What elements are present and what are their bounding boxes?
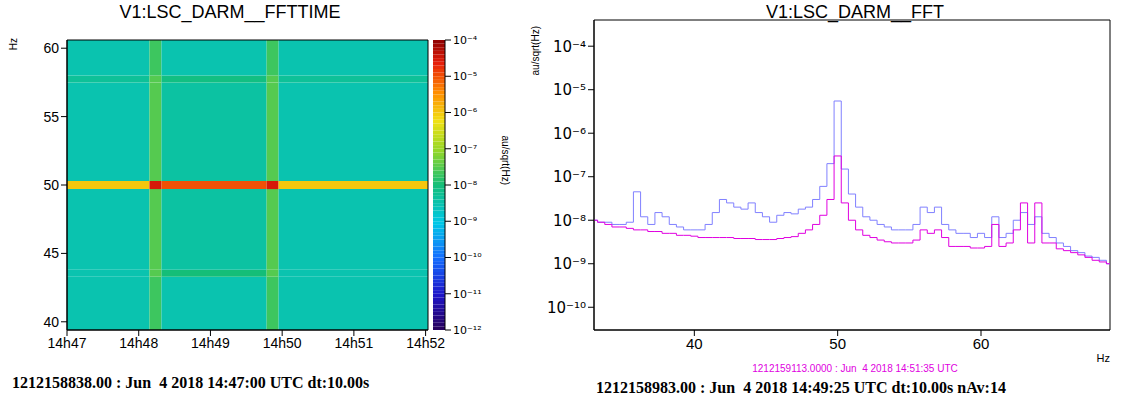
svg-text:10⁻⁸: 10⁻⁸ — [453, 179, 478, 192]
html-text:V1:LSC_DARM__FFT: V1:LSC_DARM__FFT — [766, 2, 944, 22]
svg-text:14h49: 14h49 — [191, 335, 230, 351]
svg-text:10⁻⁸: 10⁻⁸ — [553, 212, 586, 230]
svg-text:40: 40 — [43, 314, 59, 330]
html-text:V1:LSC_DARM__FFTTIME: V1:LSC_DARM__FFTTIME — [119, 2, 341, 22]
html-text:1212158983.00 : Jun 4 2018 14:: 1212158983.00 : Jun 4 2018 14:49:25 UTC … — [596, 379, 1006, 396]
svg-text:10⁻⁵: 10⁻⁵ — [553, 81, 586, 99]
svg-text:au/sqrt(Hz): au/sqrt(Hz) — [500, 136, 511, 185]
svg-text:10⁻⁶: 10⁻⁶ — [453, 106, 478, 119]
svg-text:14h47: 14h47 — [48, 335, 87, 351]
svg-text:10⁻⁶: 10⁻⁶ — [553, 125, 586, 143]
svg-text:10⁻⁷: 10⁻⁷ — [553, 168, 586, 186]
svg-text:10⁻⁹: 10⁻⁹ — [553, 255, 586, 273]
svg-text:45: 45 — [43, 245, 59, 261]
svg-text:Hz: Hz — [1097, 352, 1110, 364]
svg-text:55: 55 — [43, 109, 59, 125]
svg-text:14h52: 14h52 — [406, 335, 445, 351]
svg-text:au/sqrt(Hz): au/sqrt(Hz) — [530, 26, 541, 75]
svg-text:14h51: 14h51 — [334, 335, 373, 351]
html-text:1212158838.00 : Jun 4 2018 14:: 1212158838.00 : Jun 4 2018 14:47:00 UTC … — [12, 374, 370, 391]
svg-text:50: 50 — [43, 177, 59, 193]
svg-text:60: 60 — [43, 40, 59, 56]
svg-text:60: 60 — [973, 335, 990, 352]
svg-text:10⁻⁷: 10⁻⁷ — [453, 143, 477, 156]
svg-text:10⁻⁴: 10⁻⁴ — [553, 38, 586, 56]
svg-text:10⁻⁴: 10⁻⁴ — [453, 34, 478, 47]
svg-text:40: 40 — [686, 335, 703, 352]
svg-text:10⁻⁹: 10⁻⁹ — [453, 215, 477, 228]
svg-text:14h50: 14h50 — [263, 335, 302, 351]
svg-text:10⁻¹²: 10⁻¹² — [453, 324, 482, 337]
svg-text:10⁻¹⁰: 10⁻¹⁰ — [453, 251, 482, 264]
svg-text:Hz: Hz — [8, 38, 19, 50]
svg-text:50: 50 — [829, 335, 846, 352]
svg-text:10⁻¹¹: 10⁻¹¹ — [453, 288, 482, 301]
html-text:1212159113.0000 : Jun 4 2018 1: 1212159113.0000 : Jun 4 2018 14:51:35 UT… — [752, 363, 958, 374]
svg-text:10⁻⁵: 10⁻⁵ — [453, 70, 477, 83]
svg-text:14h48: 14h48 — [119, 335, 158, 351]
svg-text:10⁻¹⁰: 10⁻¹⁰ — [547, 299, 586, 317]
